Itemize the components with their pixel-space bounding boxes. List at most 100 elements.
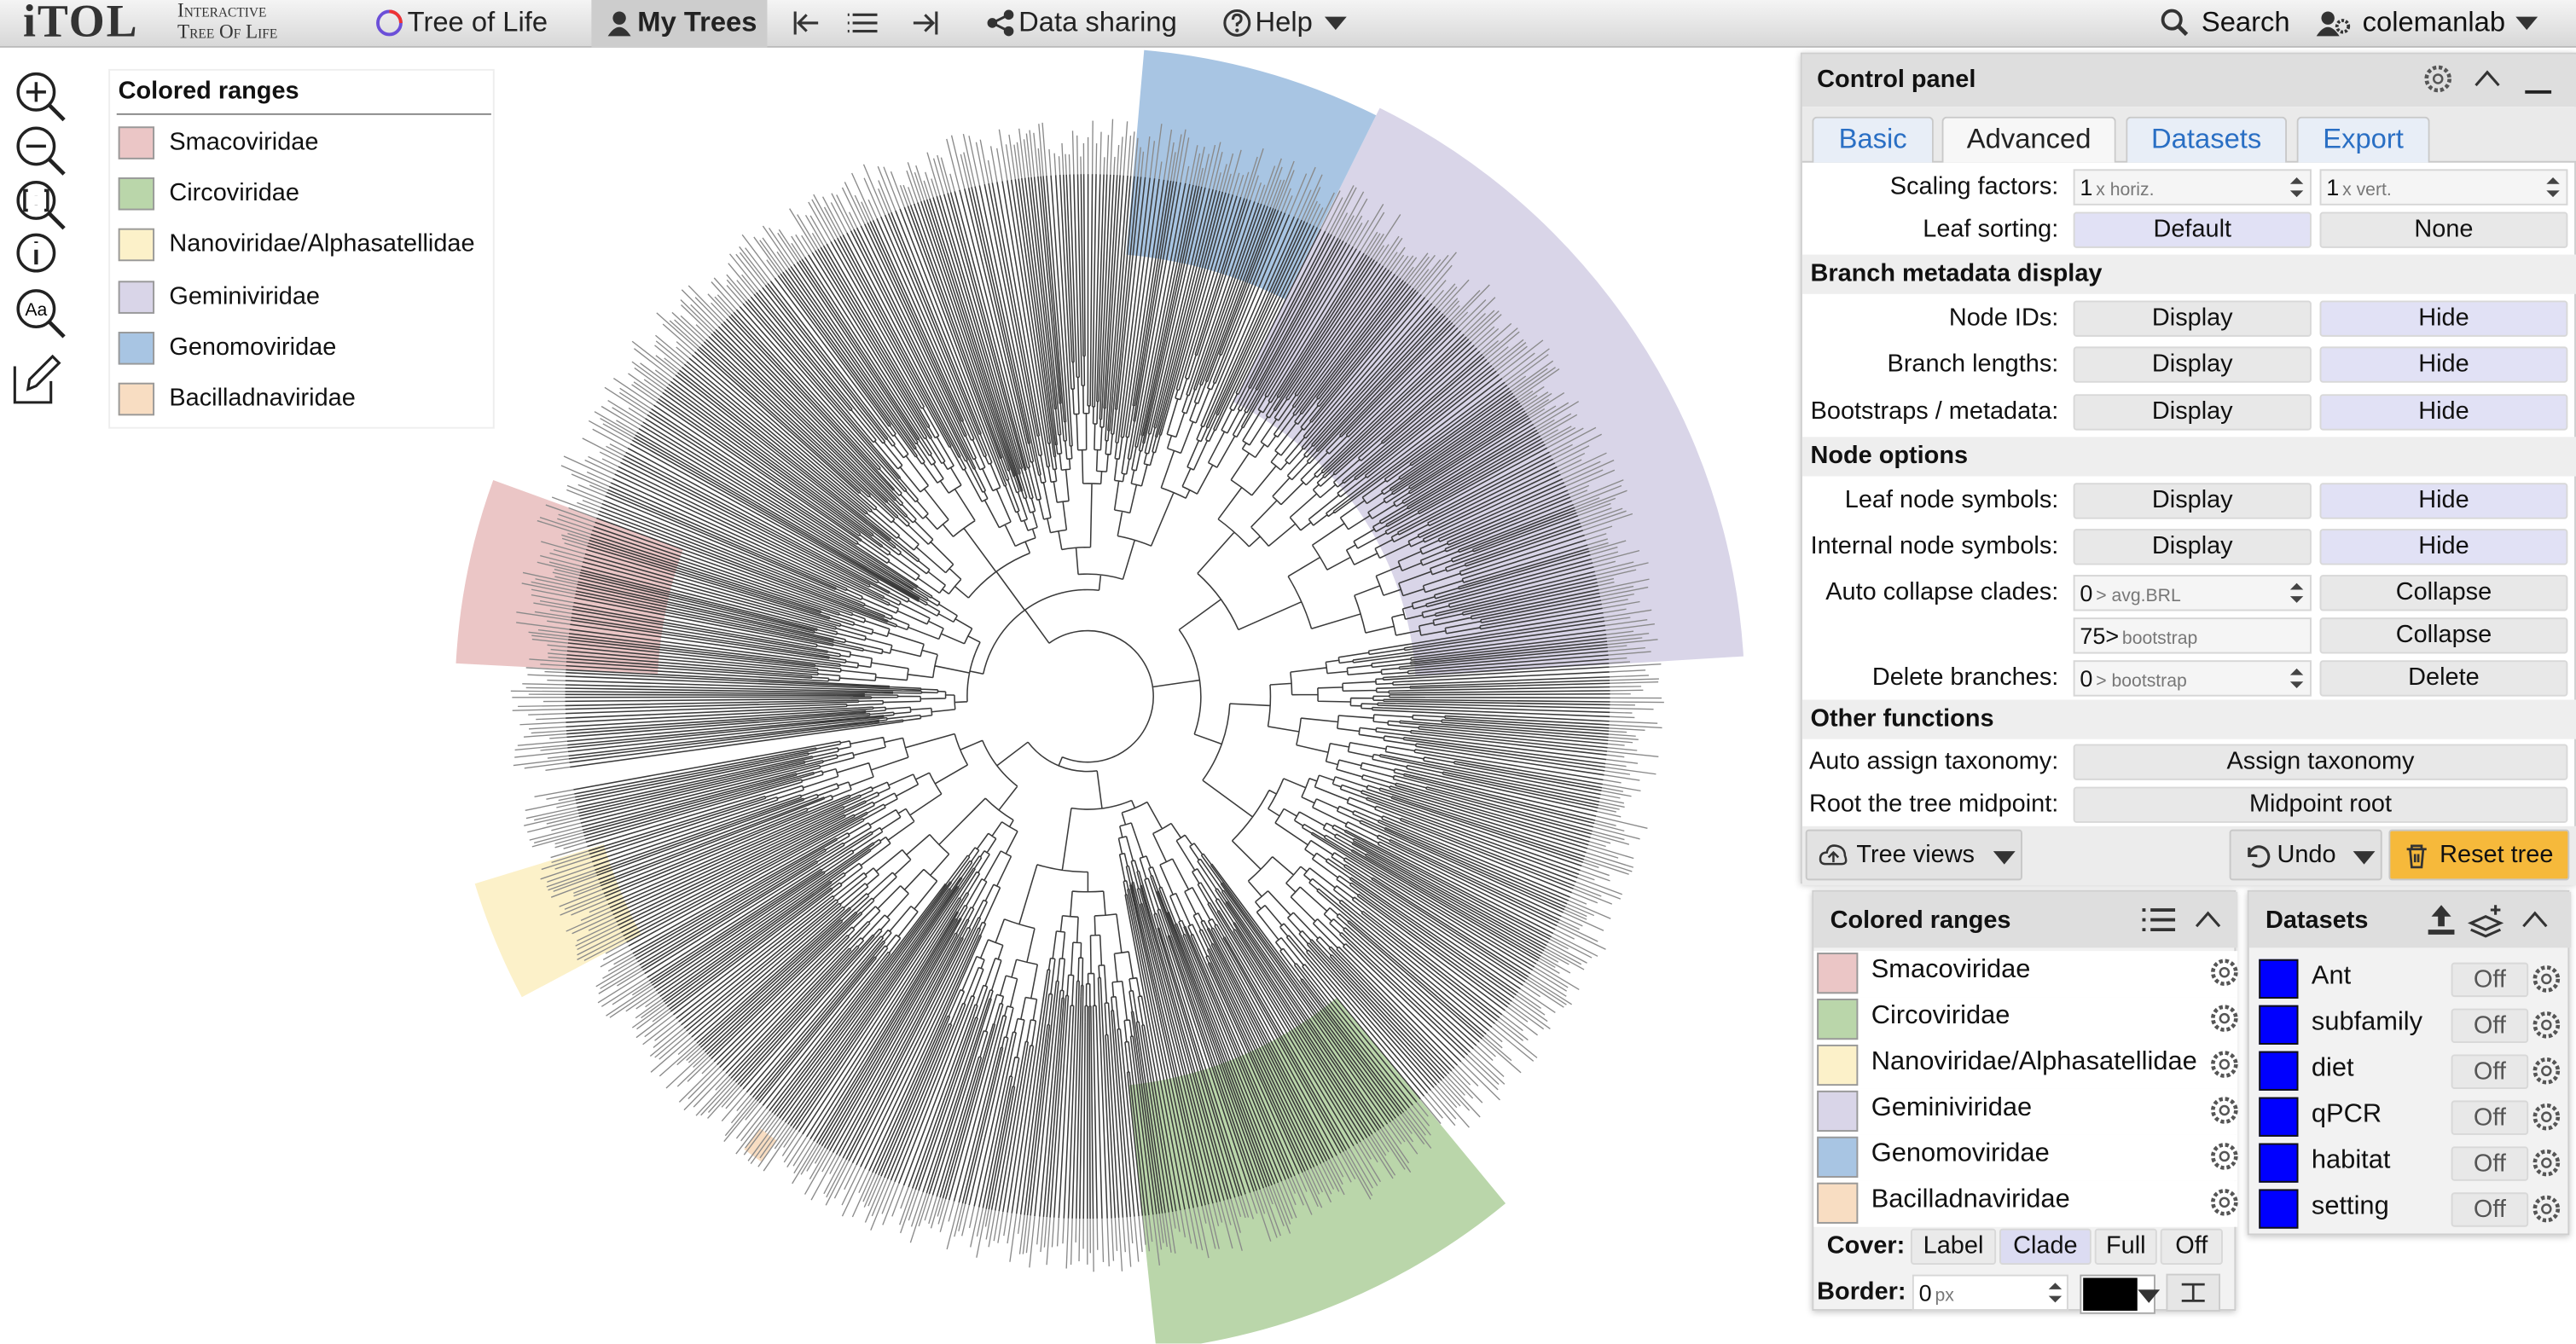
range-swatch <box>1817 1136 1859 1178</box>
settings-icon[interactable] <box>2532 1056 2561 1086</box>
logo[interactable]: iTOL <box>22 0 139 48</box>
search-icon[interactable] <box>2161 9 2190 38</box>
settings-icon[interactable] <box>2532 1011 2561 1040</box>
cover-option[interactable]: Off <box>2160 1228 2223 1266</box>
action-button[interactable]: Tree views <box>1805 829 2022 881</box>
nav-icon[interactable] <box>374 9 404 38</box>
legend-label: Nanoviridae/Alphasatellidae <box>169 230 475 259</box>
layers-icon[interactable] <box>2467 903 2505 938</box>
button[interactable]: Hide <box>2319 346 2568 383</box>
dataset-toggle[interactable]: Off <box>2451 1100 2529 1135</box>
tree-nav-icons[interactable] <box>792 9 939 38</box>
search[interactable]: Search <box>2201 6 2290 38</box>
legend-swatch <box>118 126 155 159</box>
cover-option[interactable]: Full <box>2094 1228 2157 1266</box>
settings-icon[interactable] <box>2209 1096 2239 1126</box>
settings-icon[interactable] <box>2209 1004 2239 1034</box>
user-menu[interactable]: colemanlab <box>2362 6 2506 38</box>
action-button[interactable]: Undo <box>2229 829 2382 881</box>
upload-icon[interactable] <box>2425 903 2458 936</box>
dataset-toggle[interactable]: Off <box>2451 1146 2529 1181</box>
settings-icon[interactable] <box>2209 1050 2239 1080</box>
button[interactable]: Hide <box>2319 529 2568 565</box>
input[interactable]: 0 > avg.BRL <box>2073 575 2312 611</box>
button[interactable]: Hide <box>2319 300 2568 337</box>
button[interactable]: Display <box>2073 483 2312 519</box>
nav-item[interactable]: Help <box>1255 6 1313 38</box>
dropdown-caret[interactable] <box>1322 13 1349 32</box>
button[interactable]: Hide <box>2319 394 2568 431</box>
tab[interactable]: Advanced <box>1941 116 2116 163</box>
button-icon <box>2406 844 2427 869</box>
spinner[interactable] <box>2544 176 2561 199</box>
button[interactable]: Collapse <box>2319 575 2568 611</box>
tab[interactable]: Basic <box>1812 116 1934 163</box>
settings-icon[interactable] <box>2209 1142 2239 1172</box>
input[interactable]: 0 > bootstrap <box>2073 660 2312 697</box>
cover-option[interactable]: Label <box>1910 1228 1997 1266</box>
spinner-arrows <box>2289 177 2304 198</box>
dataset-toggle[interactable]: Off <box>2451 1192 2529 1227</box>
button[interactable]: Collapse <box>2319 617 2568 654</box>
dropdown-caret[interactable] <box>1991 848 2017 867</box>
input-value: 0 <box>1918 1279 1932 1306</box>
border-width-input[interactable]: 0 px <box>1912 1274 2068 1311</box>
button[interactable]: None <box>2319 211 2568 248</box>
collapse-icon[interactable] <box>2521 910 2548 930</box>
nav-icon[interactable] <box>1222 9 1252 38</box>
settings-icon[interactable] <box>2209 1188 2239 1218</box>
list-icon[interactable] <box>2141 907 2177 933</box>
button[interactable]: Delete <box>2319 660 2568 697</box>
input-unit: > bootstrap <box>2096 671 2187 692</box>
dataset-toggle[interactable]: Off <box>2451 1054 2529 1089</box>
settings-icon[interactable] <box>2423 64 2453 94</box>
spinner[interactable] <box>2047 1281 2063 1304</box>
dataset-toggle[interactable]: Off <box>2451 1008 2529 1044</box>
range-name: Smacoviridae <box>1871 955 2031 984</box>
user-icon[interactable] <box>2315 9 2351 38</box>
button[interactable]: Display <box>2073 394 2312 431</box>
settings-icon[interactable] <box>2532 965 2561 994</box>
dropdown-caret[interactable] <box>2136 1286 2162 1306</box>
zoom-handle <box>48 320 66 339</box>
gear-hub <box>2219 1104 2231 1116</box>
button[interactable]: Default <box>2073 211 2312 248</box>
spinner[interactable] <box>2289 176 2305 199</box>
gear-hub <box>2541 1203 2552 1214</box>
cover-option[interactable]: Clade <box>1999 1228 2092 1266</box>
minimize-icon[interactable] <box>2525 90 2552 94</box>
legend-swatch <box>118 382 155 416</box>
collapse-icon[interactable] <box>2474 69 2501 89</box>
settings-icon[interactable] <box>2532 1148 2561 1178</box>
settings-icon[interactable] <box>2532 1102 2561 1132</box>
button[interactable]: Display <box>2073 300 2312 337</box>
nav-item[interactable]: My Trees <box>637 6 757 38</box>
dropdown-caret[interactable] <box>2514 13 2540 32</box>
spinner[interactable] <box>2289 667 2305 690</box>
dropdown-caret[interactable] <box>2351 848 2377 867</box>
tree-button[interactable] <box>2166 1273 2221 1312</box>
collapse-icon[interactable] <box>2195 910 2221 930</box>
action-button[interactable]: Reset tree <box>2388 829 2570 881</box>
nav-icon[interactable] <box>986 9 1016 38</box>
left-toolbar[interactable]: Aa <box>7 66 79 414</box>
input[interactable]: 75> bootstrap <box>2073 617 2312 654</box>
settings-icon[interactable] <box>2209 958 2239 988</box>
dataset-toggle[interactable]: Off <box>2451 962 2529 998</box>
tab[interactable]: Export <box>2296 116 2430 163</box>
button[interactable]: Assign taxonomy <box>2073 744 2568 780</box>
button[interactable]: Hide <box>2319 483 2568 519</box>
legend-swatch <box>118 177 155 211</box>
button[interactable]: Display <box>2073 529 2312 565</box>
nav-item[interactable]: Data sharing <box>1018 6 1177 38</box>
gear-teeth <box>2532 1011 2561 1039</box>
nav-item[interactable]: Tree of Life <box>407 6 548 38</box>
spinner[interactable] <box>2289 582 2305 605</box>
button[interactable]: Display <box>2073 346 2312 383</box>
settings-icon[interactable] <box>2532 1194 2561 1224</box>
tab[interactable]: Datasets <box>2126 116 2288 163</box>
button[interactable]: Midpoint root <box>2073 786 2568 823</box>
nav-icon[interactable] <box>605 9 635 38</box>
